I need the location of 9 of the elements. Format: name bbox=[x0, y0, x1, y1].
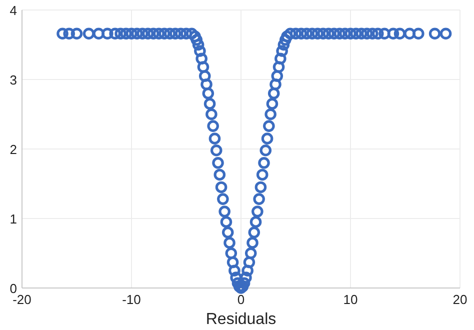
x-tick-label: 20 bbox=[452, 292, 468, 307]
x-tick-label: -10 bbox=[122, 292, 141, 307]
y-tick-label: 4 bbox=[10, 3, 17, 18]
y-tick-label: 1 bbox=[10, 212, 17, 226]
y-tick-label: 2 bbox=[10, 142, 17, 157]
x-axis-title: Residuals bbox=[206, 311, 276, 328]
y-tick-label: 3 bbox=[10, 72, 17, 88]
x-tick-label: 0 bbox=[237, 292, 245, 307]
x-tick-label: 10 bbox=[343, 292, 358, 307]
